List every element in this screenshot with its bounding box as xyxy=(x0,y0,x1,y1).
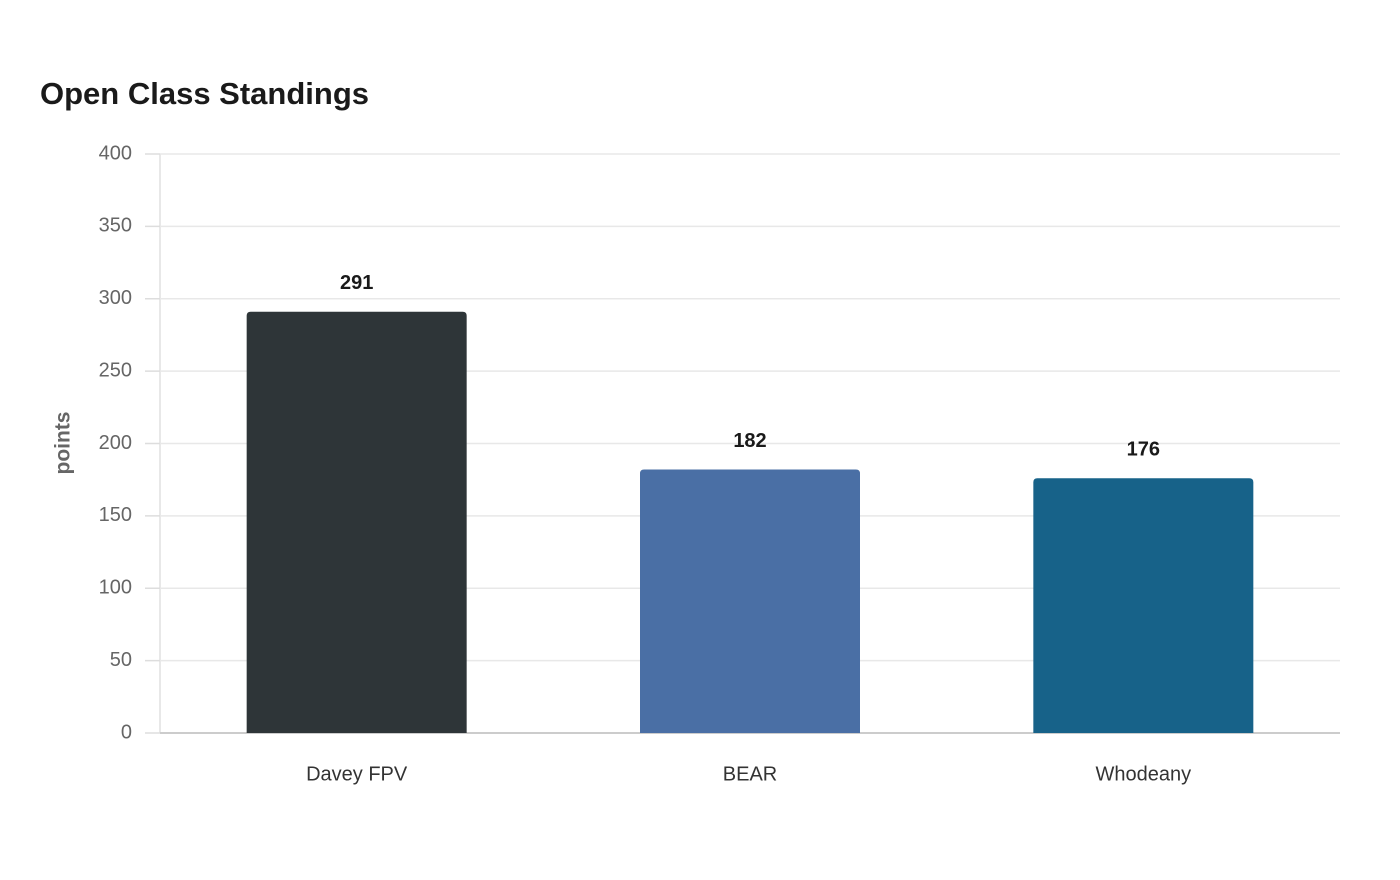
y-tick-label: 150 xyxy=(99,504,132,526)
value-label: 291 xyxy=(340,272,373,294)
x-tick-label: BEAR xyxy=(723,763,777,785)
value-label: 182 xyxy=(733,430,766,452)
y-tick-label: 200 xyxy=(99,432,132,454)
value-label: 176 xyxy=(1127,439,1160,461)
bar xyxy=(1033,478,1254,733)
x-tick-label: Davey FPV xyxy=(306,763,408,785)
y-tick-label: 300 xyxy=(99,287,132,309)
x-tick-label: Whodeany xyxy=(1096,763,1192,785)
y-tick-label: 50 xyxy=(110,649,132,671)
y-tick-label: 250 xyxy=(99,359,132,381)
y-axis-label: points xyxy=(52,412,75,475)
y-tick-label: 400 xyxy=(99,142,132,164)
y-tick-label: 350 xyxy=(99,215,132,237)
chart-title: Open Class Standings xyxy=(40,76,369,111)
y-tick-label: 0 xyxy=(121,721,132,743)
y-tick-label: 100 xyxy=(99,577,132,599)
bar xyxy=(640,469,860,733)
bar xyxy=(246,311,467,733)
